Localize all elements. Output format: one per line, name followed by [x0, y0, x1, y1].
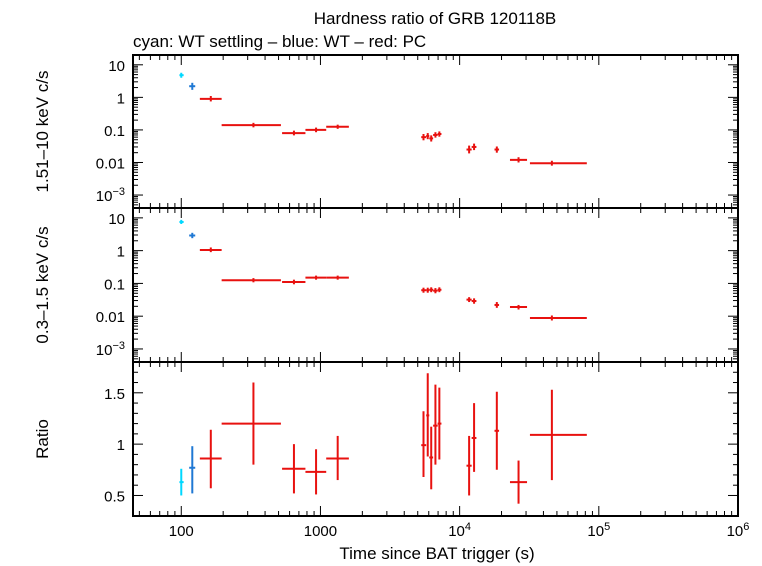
data-point — [421, 411, 427, 477]
data-point — [282, 130, 306, 136]
data-point — [433, 288, 438, 294]
data-point — [189, 232, 196, 239]
y-tick-label: 10 — [108, 58, 125, 75]
data-point — [429, 287, 434, 293]
panel-hard-band: 10 1 0.1 0.01 10−3 1.51–10 keV c/s — [33, 54, 739, 209]
data-point — [437, 387, 442, 460]
y-tick-label: 0.01 — [96, 309, 125, 326]
data-point — [429, 426, 434, 490]
series-pc — [199, 96, 587, 166]
series-pc — [199, 247, 587, 321]
x-tick-label: 106 — [727, 521, 750, 540]
data-point — [494, 391, 500, 470]
panel-frame — [132, 361, 739, 517]
data-point — [433, 132, 438, 138]
data-point — [326, 124, 349, 129]
data-point — [429, 135, 434, 142]
data-point — [471, 298, 477, 304]
data-point — [509, 460, 528, 504]
y-axis-title-hard-band: 1.51–10 keV c/s — [33, 71, 52, 193]
y-tick-label: 0.1 — [104, 123, 125, 140]
data-point — [421, 287, 427, 293]
data-point — [494, 302, 500, 308]
data-point — [179, 219, 184, 224]
data-point — [221, 382, 281, 465]
y-tick-label: 0.5 — [104, 488, 125, 505]
panel-ratio: 1.5 1 0.5 Ratio 100 1000 104 105 106 — [33, 361, 750, 540]
y-tick-label: 1.5 — [104, 386, 125, 403]
series-wt_settling — [179, 219, 184, 224]
data-point — [529, 315, 587, 321]
y-tick-label: 1 — [117, 90, 125, 107]
x-tick-label: 105 — [587, 521, 610, 540]
data-point — [199, 96, 222, 102]
series-wt — [189, 446, 196, 494]
chart-subtitle: cyan: WT settling – blue: WT – red: PC — [133, 32, 426, 51]
data-point — [305, 449, 327, 495]
x-tick-label: 104 — [448, 521, 471, 540]
data-point — [471, 403, 477, 472]
data-point — [199, 429, 222, 489]
data-point — [529, 160, 587, 166]
data-point — [326, 275, 349, 280]
y-tick-label: 10 — [108, 211, 125, 228]
data-point — [437, 131, 442, 137]
y-axis-title-ratio: Ratio — [33, 419, 52, 459]
data-point — [426, 373, 430, 457]
data-point — [221, 278, 281, 283]
data-point — [179, 468, 184, 496]
x-tick-label: 100 — [169, 523, 194, 540]
data-point — [437, 287, 442, 293]
y-tick-label: 0.01 — [96, 155, 125, 172]
data-point — [326, 435, 349, 481]
x-axis-title: Time since BAT trigger (s) — [339, 544, 534, 563]
data-point — [305, 275, 327, 280]
data-point — [426, 287, 430, 293]
data-point — [189, 446, 196, 494]
series-pc — [199, 373, 587, 504]
data-point — [466, 435, 472, 496]
data-point — [282, 279, 306, 285]
data-point — [282, 444, 306, 494]
y-axis-title-soft-band: 0.3–1.5 keV c/s — [33, 226, 52, 343]
y-tick-label: 0.1 — [104, 276, 125, 293]
data-point — [433, 384, 438, 465]
data-point — [509, 157, 528, 163]
data-point — [199, 247, 222, 253]
data-point — [509, 304, 528, 310]
data-point — [426, 133, 430, 140]
data-point — [421, 133, 427, 141]
data-point — [305, 127, 327, 133]
panel-frame — [132, 207, 739, 363]
data-point — [466, 145, 472, 154]
series-wt_settling — [179, 468, 184, 496]
y-tick-label: 1 — [117, 244, 125, 261]
data-point — [471, 143, 477, 151]
data-point — [529, 389, 587, 481]
data-point — [494, 146, 500, 153]
data-point — [189, 82, 196, 90]
y-tick-label: 10−3 — [96, 186, 125, 205]
y-tick-label: 1 — [117, 437, 125, 454]
series-wt — [189, 82, 196, 90]
y-tick-label: 10−3 — [96, 340, 125, 359]
panel-soft-band: 10 1 0.1 0.01 10−3 0.3–1.5 keV c/s — [33, 207, 739, 363]
data-point — [466, 297, 472, 303]
x-tick-label: 1000 — [304, 523, 337, 540]
chart-title: Hardness ratio of GRB 120118B — [314, 9, 557, 28]
data-point — [179, 72, 184, 78]
panel-frame — [132, 54, 739, 209]
data-point — [221, 122, 281, 128]
series-wt — [189, 232, 196, 239]
series-wt_settling — [179, 72, 184, 78]
